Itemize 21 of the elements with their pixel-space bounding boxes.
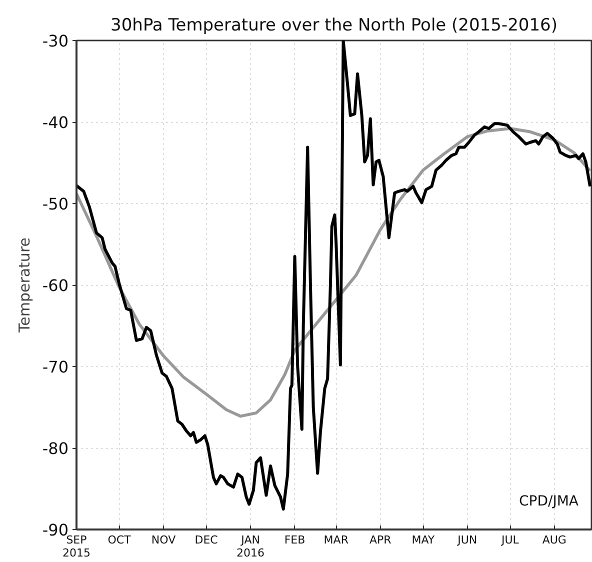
x-tick-label: OCT (108, 534, 132, 546)
x-tick-label: APR (369, 534, 392, 546)
x-tick-label: FEB (284, 534, 306, 546)
x-tick-label: NOV (151, 534, 176, 546)
y-tick-label: -40 (42, 113, 69, 132)
x-tick-label: DEC (194, 534, 218, 546)
x-tick-label: JUN (456, 534, 478, 546)
y-tick-label: -60 (42, 276, 69, 295)
y-tick-label: -80 (42, 439, 69, 458)
x-tick-label: MAR (324, 534, 349, 546)
y-tick-label: -50 (42, 194, 69, 214)
y-axis-title: Temperature (15, 237, 34, 334)
x-tick-label: MAY (412, 534, 435, 546)
y-tick-label: -30 (42, 32, 69, 50)
x-tick-label: JAN 2016 (236, 534, 265, 560)
line-series (76, 40, 592, 511)
x-tick-label: AUG (542, 534, 566, 546)
chart-title: 30hPa Temperature over the North Pole (2015-2016) (110, 16, 558, 36)
x-tick-label: JUL (500, 534, 520, 546)
annotation: CPD/JMA (519, 494, 579, 510)
y-tick-label: -70 (42, 358, 69, 376)
